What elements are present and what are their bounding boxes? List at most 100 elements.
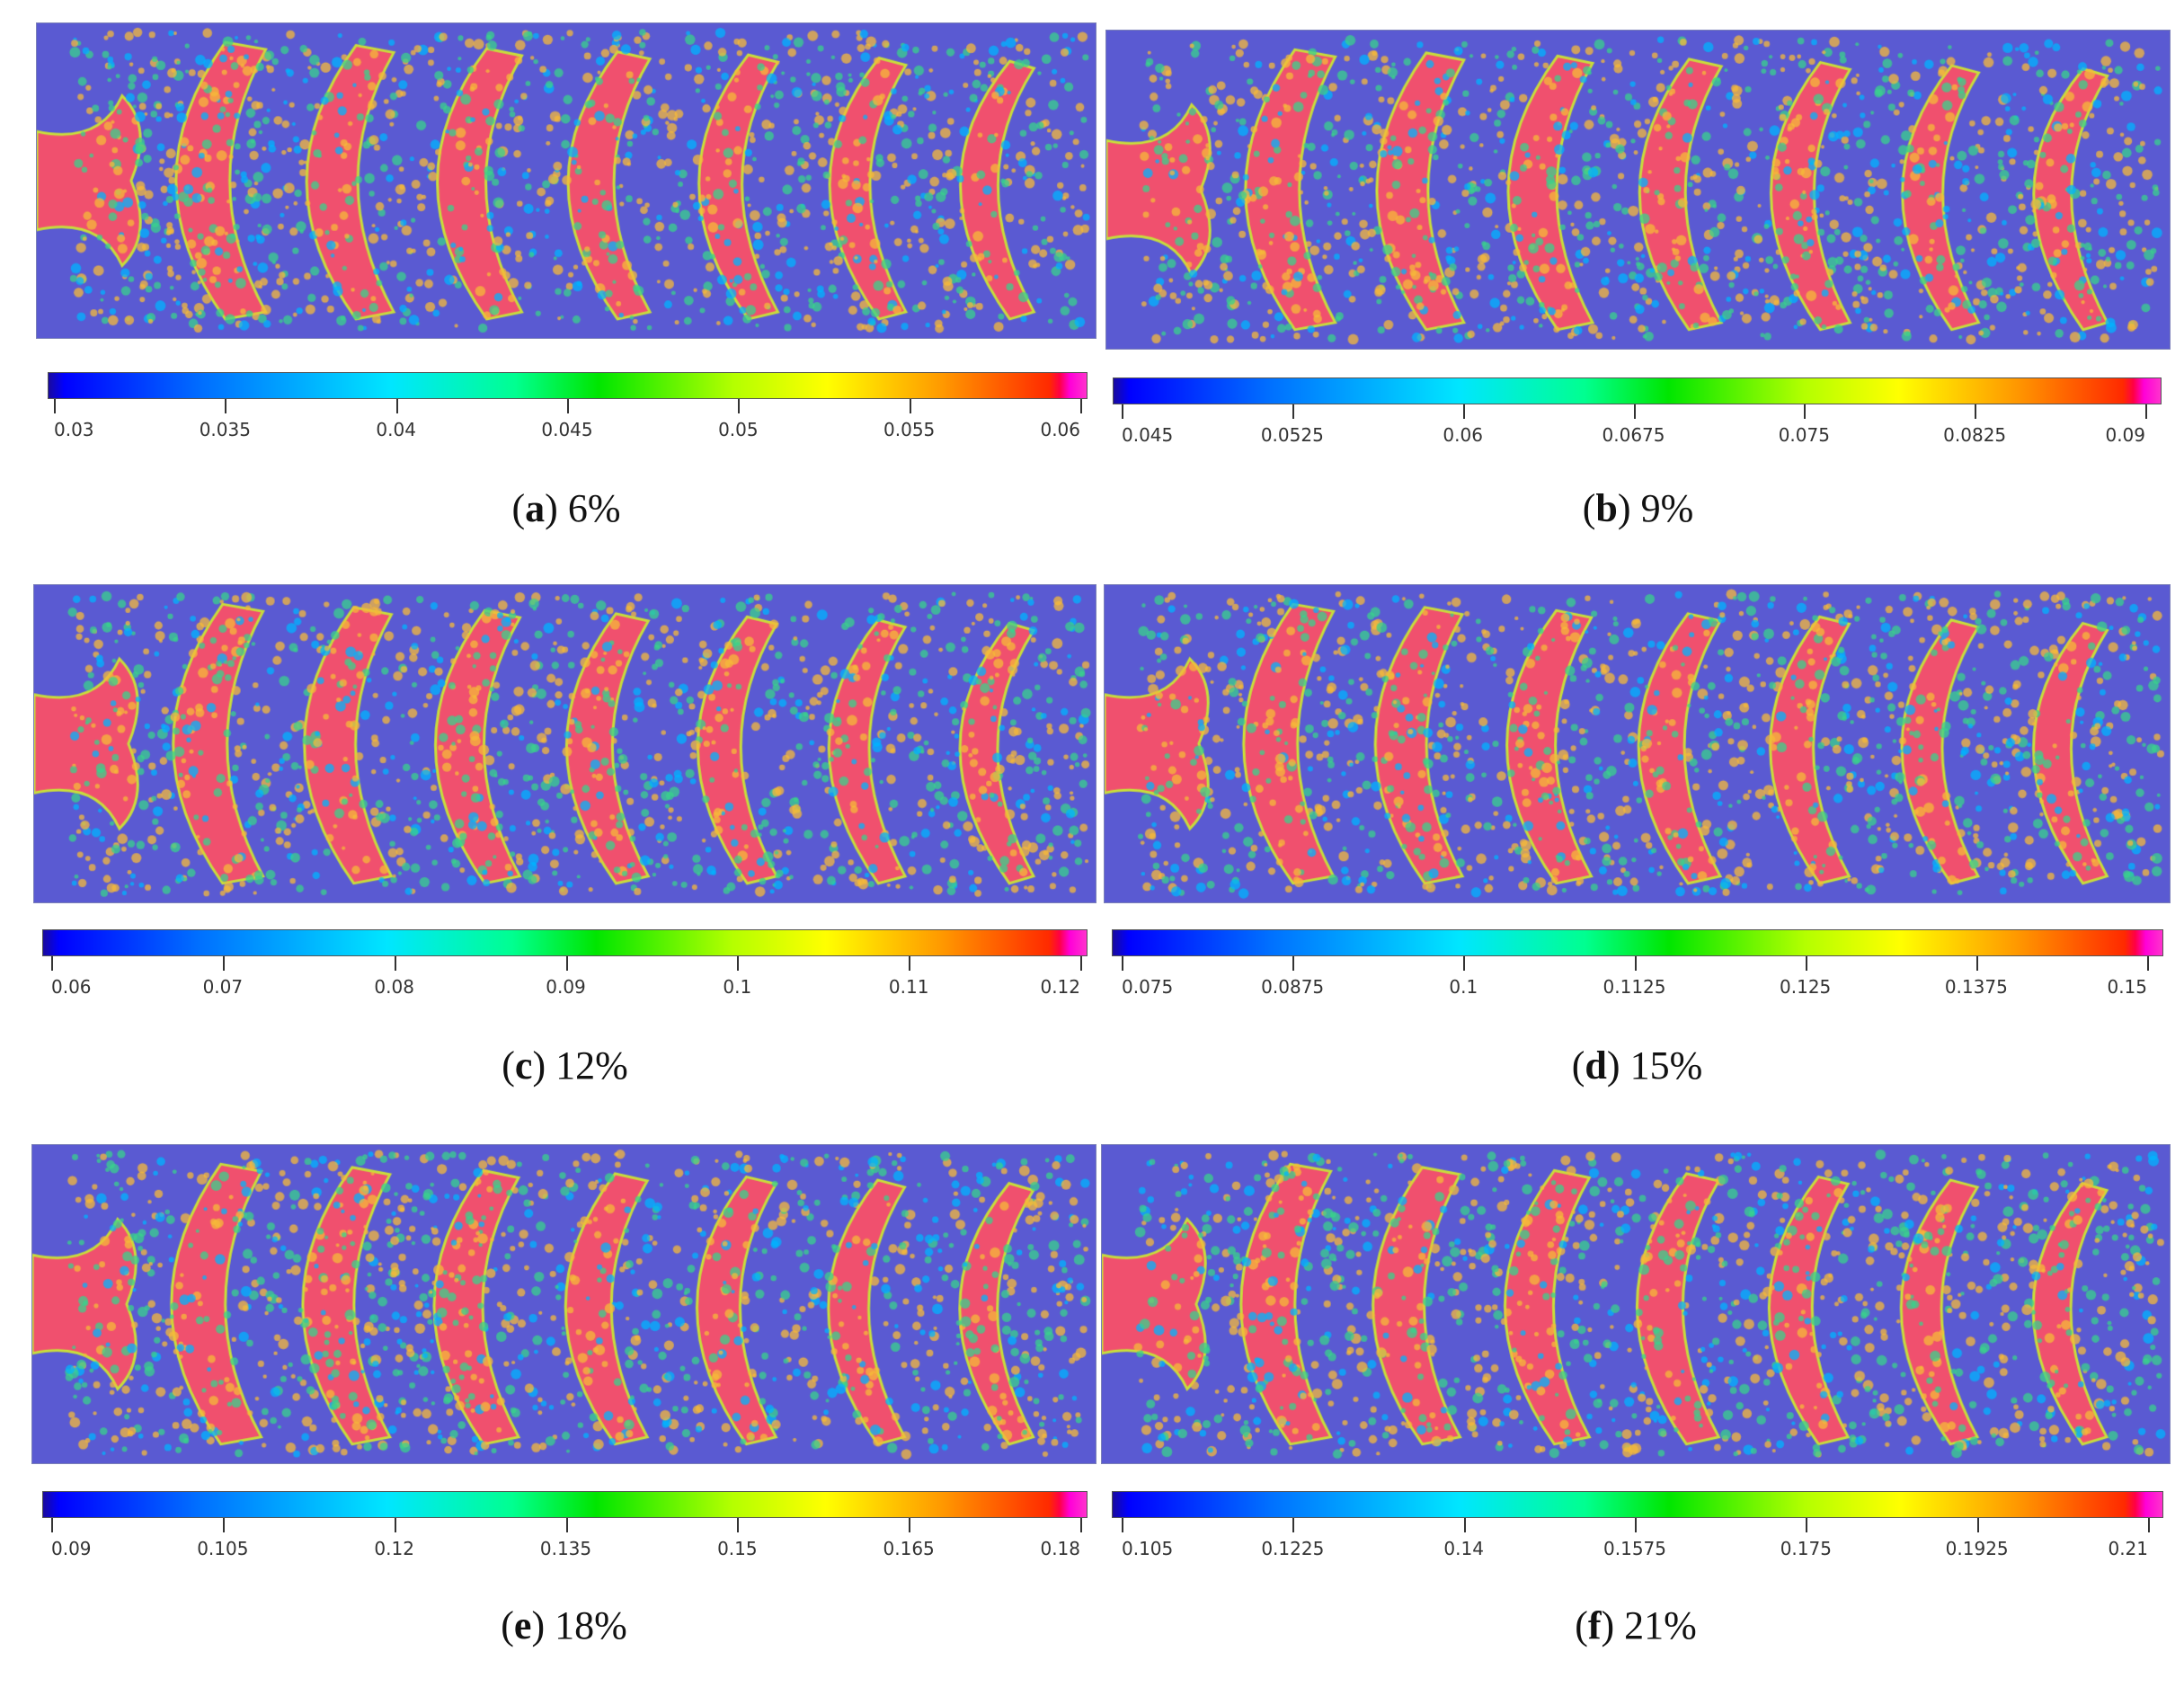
colorbar-tick-mark — [222, 1518, 225, 1532]
colorbar-tick-label: 0.165 — [883, 1538, 935, 1559]
panel-c: 0.06 0.07 0.08 0.09 0.1 0.11 0.12 (c) 12% — [33, 584, 1096, 1097]
colorbar-tick-label: 0.0875 — [1261, 976, 1325, 998]
caption-e: (e) 18% — [501, 1603, 627, 1647]
contour-canvas-a — [37, 23, 1096, 338]
colorbar-tick-mark — [1804, 404, 1807, 419]
colorbar-tick-label: 0.12 — [374, 1538, 414, 1559]
caption-d: (d) 15% — [1571, 1043, 1703, 1088]
colorbar-tick-label: 0.07 — [202, 976, 244, 998]
colorbar-tick-label: 0.175 — [1780, 1538, 1832, 1559]
colorbar-tick-mark — [909, 956, 911, 971]
colorbar-ticks-d: 0.075 0.0875 0.1 0.1125 0.125 0.1375 0.15 — [1122, 956, 2149, 999]
colorbar-tick-label: 0.1925 — [1945, 1538, 2009, 1559]
contour-plot-c — [33, 584, 1096, 903]
colorbar-tick-mark — [225, 399, 227, 413]
colorbar-tick-mark — [1463, 956, 1466, 971]
colorbar-c — [42, 929, 1088, 956]
colorbar-tick-label: 0.045 — [541, 419, 593, 440]
colorbar-tick-mark — [1462, 404, 1465, 419]
colorbar-tick-mark — [909, 1518, 911, 1532]
colorbar-tick-mark — [1122, 404, 1123, 419]
colorbar-tick-mark — [1080, 956, 1082, 971]
colorbar-tick-label: 0.1575 — [1603, 1538, 1666, 1559]
colorbar-tick-label: 0.06 — [1443, 424, 1483, 446]
colorbar-tick-mark — [738, 399, 741, 413]
colorbar-tick-label: 0.12 — [1040, 976, 1080, 998]
panel-a: 0.03 0.035 0.04 0.045 0.05 0.055 0.06 (a) 6% — [36, 22, 1096, 535]
colorbar-tick-mark — [909, 399, 911, 413]
colorbar-tick-label: 0.15 — [2107, 976, 2147, 998]
colorbar-tick-label: 0.21 — [2108, 1538, 2148, 1559]
colorbar-tick-mark — [1292, 404, 1294, 419]
colorbar-tick-label: 0.06 — [51, 976, 92, 998]
colorbar-e — [42, 1491, 1088, 1518]
caption-c: (c) 12% — [502, 1043, 628, 1088]
colorbar-tick-mark — [394, 956, 396, 971]
colorbar-tick-mark — [1080, 399, 1082, 413]
colorbar-tick-mark — [1292, 956, 1295, 971]
contour-canvas-d — [1105, 585, 2170, 902]
colorbar-tick-mark — [394, 1518, 396, 1532]
colorbar-tick-label: 0.075 — [1778, 424, 1830, 446]
colorbar-tick-mark — [222, 956, 225, 971]
colorbar-tick-label: 0.135 — [539, 1538, 592, 1559]
colorbar-tick-label: 0.1375 — [1944, 976, 2008, 998]
colorbar-tick-mark — [1122, 956, 1123, 971]
colorbar-tick-mark — [51, 956, 53, 971]
colorbar-tick-label: 0.08 — [374, 976, 414, 998]
colorbar-tick-mark — [1635, 1518, 1637, 1532]
colorbar-ticks-b: 0.045 0.0525 0.06 0.0675 0.075 0.0825 0.09 — [1122, 404, 2147, 448]
colorbar-tick-label: 0.105 — [197, 1538, 249, 1559]
colorbar-tick-label: 0.125 — [1780, 976, 1832, 998]
colorbar-tick-mark — [1805, 956, 1807, 971]
colorbar-tick-label: 0.03 — [54, 419, 94, 440]
colorbar-tick-mark — [54, 399, 56, 413]
contour-plot-d — [1104, 584, 2171, 903]
colorbar-tick-mark — [565, 956, 568, 971]
caption-b: (b) 9% — [1582, 486, 1694, 530]
panel-d: 0.075 0.0875 0.1 0.1125 0.125 0.1375 0.15 (d) … — [1104, 584, 2171, 1097]
colorbar-tick-label: 0.1 — [723, 976, 752, 998]
colorbar-b — [1113, 377, 2162, 404]
colorbar-tick-label: 0.075 — [1122, 976, 1174, 998]
colorbar-ticks-f: 0.105 0.1225 0.14 0.1575 0.175 0.1925 0.21 — [1122, 1518, 2150, 1561]
contour-plot-e — [31, 1144, 1096, 1464]
colorbar-tick-label: 0.15 — [717, 1538, 758, 1559]
panel-f: 0.105 0.1225 0.14 0.1575 0.175 0.1925 0.21 (f)… — [1101, 1144, 2171, 1656]
colorbar-tick-label: 0.045 — [1122, 424, 1174, 446]
contour-plot-a — [36, 22, 1096, 339]
colorbar-tick-mark — [2148, 1518, 2150, 1532]
colorbar-tick-label: 0.18 — [1040, 1538, 1080, 1559]
colorbar-tick-label: 0.09 — [2105, 424, 2145, 446]
colorbar-tick-mark — [1633, 404, 1636, 419]
contour-canvas-b — [1106, 31, 2170, 349]
colorbar-tick-label: 0.0825 — [1943, 424, 2007, 446]
colorbar-tick-mark — [1080, 1518, 1082, 1532]
caption-f: (f) 21% — [1575, 1603, 1697, 1647]
colorbar-tick-mark — [1976, 1518, 1979, 1532]
colorbar-tick-label: 0.05 — [718, 419, 759, 440]
colorbar-tick-label: 0.09 — [51, 1538, 92, 1559]
colorbar-tick-label: 0.09 — [546, 976, 586, 998]
colorbar-tick-label: 0.0675 — [1602, 424, 1665, 446]
colorbar-tick-mark — [2147, 956, 2149, 971]
contour-canvas-e — [32, 1145, 1096, 1463]
contour-plot-f — [1101, 1144, 2171, 1464]
colorbar-tick-mark — [1463, 1518, 1466, 1532]
colorbar-tick-label: 0.1225 — [1261, 1538, 1325, 1559]
colorbar-tick-label: 0.035 — [199, 419, 251, 440]
colorbar-ticks-e: 0.09 0.105 0.12 0.135 0.15 0.165 0.18 — [51, 1518, 1082, 1561]
colorbar-tick-label: 0.04 — [376, 419, 416, 440]
contour-canvas-c — [34, 585, 1096, 902]
colorbar-tick-label: 0.1125 — [1602, 976, 1666, 998]
colorbar-d — [1112, 929, 2163, 956]
colorbar-f — [1112, 1491, 2163, 1518]
colorbar-tick-mark — [567, 399, 569, 413]
colorbar-a — [48, 372, 1088, 399]
panel-b: 0.045 0.0525 0.06 0.0675 0.075 0.0825 0.09 (b)… — [1105, 30, 2171, 542]
colorbar-tick-mark — [1975, 956, 1978, 971]
colorbar-tick-label: 0.14 — [1443, 1538, 1484, 1559]
colorbar-tick-mark — [1122, 1518, 1123, 1532]
caption-a: (a) 6% — [511, 486, 621, 530]
colorbar-tick-mark — [1292, 1518, 1295, 1532]
